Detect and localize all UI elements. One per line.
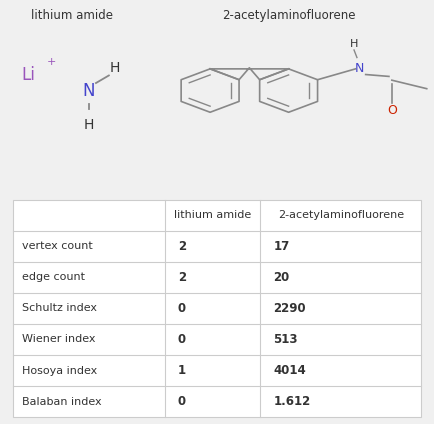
Text: 2290: 2290 (273, 302, 306, 315)
Text: 0: 0 (178, 302, 186, 315)
Text: 17: 17 (273, 240, 289, 253)
Text: Hosoya index: Hosoya index (22, 365, 97, 376)
Text: N: N (82, 81, 95, 100)
Text: N: N (355, 62, 365, 75)
Text: 2-acetylaminofluorene: 2-acetylaminofluorene (278, 210, 404, 220)
Text: Schultz index: Schultz index (22, 304, 97, 313)
Text: Wiener index: Wiener index (22, 335, 95, 344)
Text: 2: 2 (178, 240, 186, 253)
Text: 2: 2 (178, 271, 186, 284)
Text: Balaban index: Balaban index (22, 396, 101, 407)
Text: 2-acetylaminofluorene: 2-acetylaminofluorene (222, 9, 355, 22)
Text: 0: 0 (178, 333, 186, 346)
Text: vertex count: vertex count (22, 241, 92, 251)
FancyBboxPatch shape (13, 200, 421, 417)
Text: H: H (350, 39, 358, 49)
Text: lithium amide: lithium amide (31, 9, 112, 22)
Text: 0: 0 (178, 395, 186, 408)
Text: H: H (84, 117, 94, 131)
Text: O: O (387, 104, 397, 117)
Text: 1.612: 1.612 (273, 395, 311, 408)
Text: +: + (47, 57, 57, 67)
Text: Li: Li (22, 67, 35, 84)
Text: H: H (109, 61, 120, 75)
Text: lithium amide: lithium amide (174, 210, 251, 220)
Text: 4014: 4014 (273, 364, 306, 377)
Text: 513: 513 (273, 333, 298, 346)
Text: edge count: edge count (22, 273, 85, 282)
Text: 20: 20 (273, 271, 289, 284)
Text: 1: 1 (178, 364, 186, 377)
